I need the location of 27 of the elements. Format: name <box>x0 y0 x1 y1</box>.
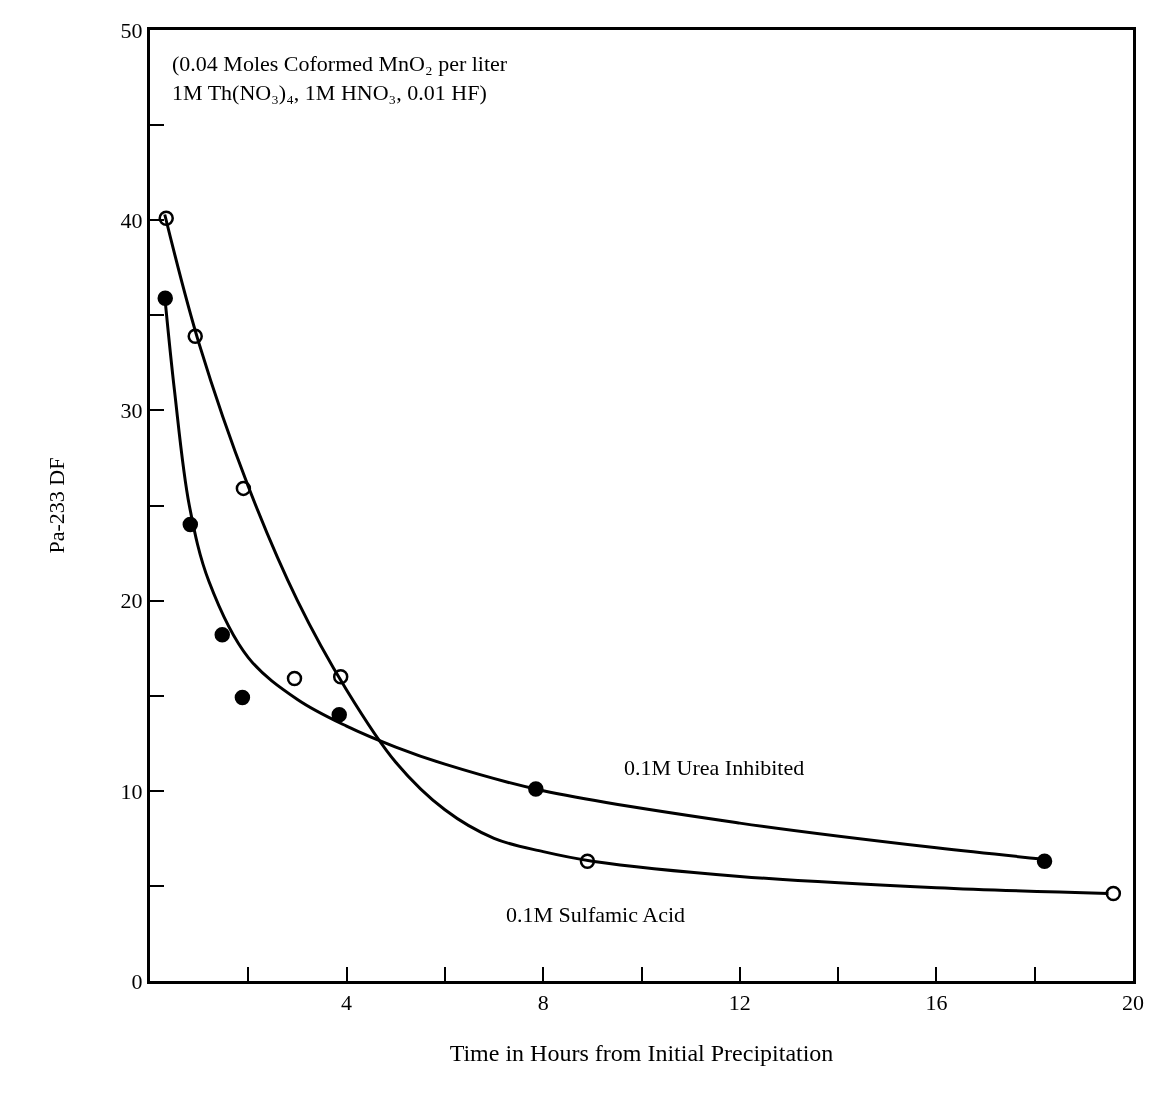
y-tick-label: 40 <box>120 207 143 233</box>
annotation: 0.1M Urea Inhibited <box>624 755 805 780</box>
point <box>234 689 251 706</box>
point <box>214 627 230 643</box>
point <box>331 706 347 723</box>
annotation: (0.04 Moles Coformed MnO₂ per liter 1M Th(NO₃)₄, 1M HNO₃, 0.01 HF) <box>172 51 508 105</box>
annotation: 0.1M Sulfamic Acid <box>506 902 686 927</box>
point <box>1105 885 1122 902</box>
y-axis-title: Pa-233 DF <box>44 457 70 554</box>
point <box>579 853 596 869</box>
y-tick-label: 30 <box>120 398 143 424</box>
x-tick-label: 20 <box>1122 990 1144 1016</box>
y-tick-label: 10 <box>120 778 143 804</box>
x-tick-label: 12 <box>728 990 751 1016</box>
point <box>158 210 174 227</box>
y-tick-label: 50 <box>120 17 143 43</box>
point <box>1036 853 1053 869</box>
point <box>332 668 349 685</box>
x-axis-title: Time in Hours from Initial Precipitation <box>449 1039 834 1066</box>
y-tick-label: 0 <box>131 968 143 994</box>
point <box>187 328 203 344</box>
x-tick-label: 16 <box>925 990 948 1016</box>
point <box>235 480 252 497</box>
point <box>286 670 303 687</box>
x-tick-label: 4 <box>341 990 353 1016</box>
x-tick-label: 8 <box>537 990 549 1016</box>
y-tick-label: 20 <box>120 588 143 614</box>
